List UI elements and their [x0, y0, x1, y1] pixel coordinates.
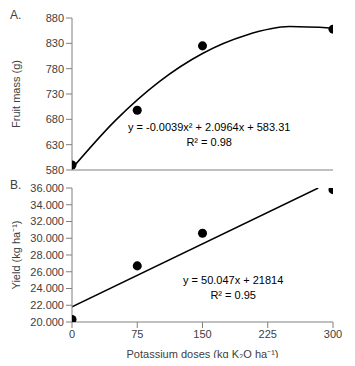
- svg-text:300: 300: [324, 328, 342, 340]
- svg-text:32.000: 32.000: [30, 215, 64, 227]
- svg-text:880: 880: [46, 12, 64, 24]
- html-text:R² = 0.98: R² = 0.98: [186, 136, 232, 148]
- svg-text:20.000: 20.000: [30, 316, 64, 328]
- html-text:R² = 0.95: R² = 0.95: [210, 289, 256, 301]
- svg-text:830: 830: [46, 37, 64, 49]
- svg-text:30.000: 30.000: [30, 232, 64, 244]
- svg-text:22.000: 22.000: [30, 299, 64, 311]
- svg-text:28.000: 28.000: [30, 249, 64, 261]
- svg-text:Fruit mass (g): Fruit mass (g): [10, 60, 22, 128]
- svg-text:780: 780: [46, 63, 64, 75]
- svg-text:680: 680: [46, 113, 64, 125]
- svg-text:225: 225: [259, 328, 277, 340]
- html-text:y = -0.0039x² + 2.0964x + 583.: y = -0.0039x² + 2.0964x + 583.31: [128, 121, 291, 133]
- svg-text:0: 0: [69, 328, 75, 340]
- html-text:B.: B.: [10, 178, 22, 192]
- svg-text:34.000: 34.000: [30, 199, 64, 211]
- svg-text:Yield (kg ha⁻¹): Yield (kg ha⁻¹): [10, 220, 22, 289]
- svg-text:24.000: 24.000: [30, 282, 64, 294]
- svg-text:150: 150: [193, 328, 211, 340]
- svg-text:75: 75: [131, 328, 143, 340]
- svg-text:26.000: 26.000: [30, 266, 64, 278]
- svg-text:Potassium doses (kg K₂O ha⁻¹): Potassium doses (kg K₂O ha⁻¹): [127, 348, 279, 358]
- svg-text:630: 630: [46, 139, 64, 151]
- html-text:A.: A.: [10, 8, 22, 22]
- html-text:y = 50.047x + 21814: y = 50.047x + 21814: [183, 274, 284, 286]
- svg-text:730: 730: [46, 88, 64, 100]
- svg-text:580: 580: [46, 164, 64, 176]
- svg-text:36.000: 36.000: [30, 182, 64, 194]
